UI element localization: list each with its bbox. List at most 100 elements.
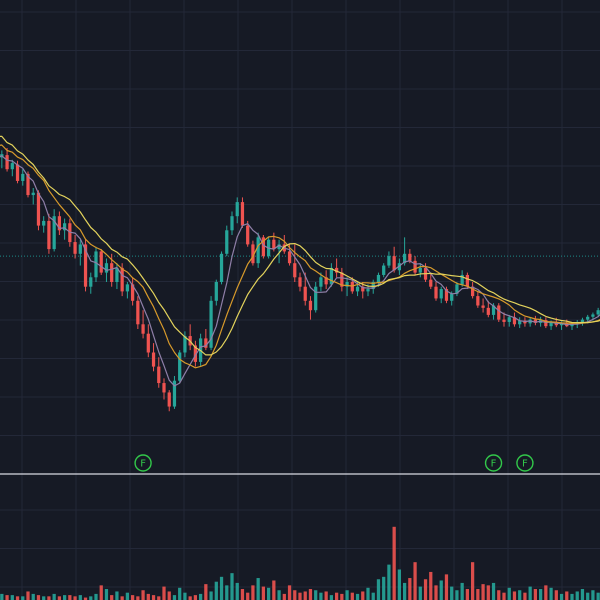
candle-body [183,336,187,353]
volume-bar [423,579,428,600]
candle-body [387,256,391,266]
volume-bar [392,526,396,600]
volume-bar [371,592,375,600]
volume-bar [350,592,354,600]
volume-bar [376,579,381,600]
candle-body [21,173,25,181]
candle-body [256,237,260,264]
candle-body [230,216,234,231]
volume-bar [476,589,480,600]
event-marker-label: F [522,459,528,470]
candle-body [57,216,62,231]
volume-bar [287,585,292,600]
volume-bar [110,595,114,600]
candle-body [167,392,171,407]
volume-bar [10,595,14,600]
volume-bar [596,592,600,600]
volume-series [0,526,600,600]
candle-body [251,244,255,264]
ma-slow-line [0,135,600,356]
candle-body [136,300,140,325]
event-marker[interactable]: F [134,454,152,472]
volume-bar [115,591,119,600]
volume-bar [157,596,161,600]
candle-body [340,272,344,287]
candle-body [544,320,548,327]
candle-body [36,192,41,226]
volume-bar [162,586,166,600]
volume-bar [523,592,527,600]
candle-body [172,380,177,407]
candle-body [272,239,276,250]
candle-body [355,286,360,292]
volume-bar [261,586,266,600]
candle-body [434,286,438,299]
volume-bar [21,596,25,600]
candle-body [559,323,564,326]
volume-bar [580,589,585,600]
candle-body [5,155,9,170]
volume-bar [251,585,255,600]
volume-bar [120,596,124,600]
candle-body [455,284,459,294]
volume-bar [94,593,98,600]
volume-bar [361,591,365,600]
candle-body [178,352,182,381]
candle-body [130,284,135,301]
candle-body [52,216,56,250]
event-marker-circle [484,454,503,472]
volume-bar [429,571,433,600]
volume-bar [334,592,339,600]
candle-body [319,277,323,287]
candle-body [31,192,35,196]
candle-body [26,173,30,196]
candle-body [486,307,490,315]
candle-body [324,277,328,285]
volume-bar [151,595,156,600]
candle-body [115,267,119,282]
candle-body [366,289,370,292]
event-marker[interactable]: F [516,454,534,472]
candle-body [413,260,417,273]
volume-bar [314,590,318,600]
volume-bar [172,595,177,600]
candle-body [591,314,595,317]
volume-bar [355,593,360,600]
volume-bar [486,585,490,600]
volume-bar [518,590,522,600]
candle-body [15,164,20,181]
volume-bar [570,593,574,600]
volume-bar [198,593,203,600]
volume-bar [230,573,234,600]
volume-bar [303,591,307,600]
volume-bar [345,590,349,600]
volume-bar [83,597,88,600]
candle-body [345,282,349,287]
volume-bar [246,592,250,600]
candle-body [382,265,386,275]
event-marker-label: F [491,459,497,470]
candle-body [361,286,365,292]
volume-bar [408,578,412,600]
candle-body [460,274,464,285]
volume-bar [235,582,239,600]
volume-bar [146,593,150,600]
candle-body [465,274,470,287]
event-marker-circle [516,454,534,472]
candle-body [512,317,517,325]
ma-mid-line [0,144,600,369]
candle-body [507,317,511,322]
event-marker[interactable]: F [484,454,503,472]
volume-bar [31,593,35,600]
candle-body [141,324,145,334]
candle-body [162,383,166,393]
volume-bar [240,589,245,600]
volume-bar [366,587,370,600]
candle-body [209,300,213,348]
volume-bar [57,596,62,600]
volume-bar [104,589,109,600]
candle-body [502,319,506,322]
